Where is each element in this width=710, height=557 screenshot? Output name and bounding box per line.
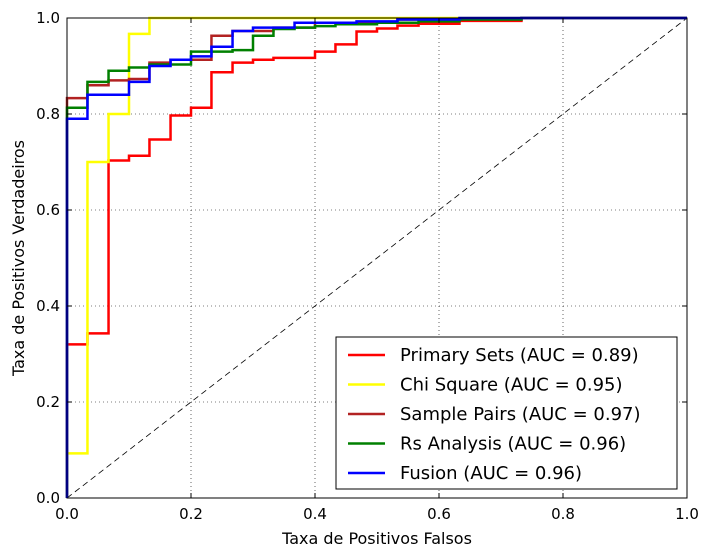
series-line-primary-sets <box>65 16 687 498</box>
x-tick-label: 0.4 <box>303 505 327 523</box>
plot-frame <box>66 17 688 499</box>
legend-label-fusion: Fusion (AUC = 0.96) <box>400 463 582 484</box>
series-line-chi-square <box>65 16 687 498</box>
y-tick-label: 0.0 <box>36 489 60 507</box>
x-tick-label: 0.0 <box>55 505 79 523</box>
x-axis-label: Taxa de Positivos Falsos <box>281 529 472 548</box>
x-tick-label: 0.8 <box>551 505 575 523</box>
x-tick-label: 0.6 <box>427 505 451 523</box>
legend-label-chi-square: Chi Square (AUC = 0.95) <box>400 375 623 396</box>
series-group <box>65 16 687 498</box>
x-tick-label: 1.0 <box>675 505 699 523</box>
y-tick-label: 0.4 <box>36 297 60 315</box>
legend-label-primary-sets: Primary Sets (AUC = 0.89) <box>400 345 639 366</box>
ticks: 0.0 0.2 0.4 0.6 0.8 1.0 0.0 0.2 0.4 0.6 0.8 1.0 <box>36 9 699 523</box>
y-tick-label: 1.0 <box>36 9 60 27</box>
legend-label-sample-pairs: Sample Pairs (AUC = 0.97) <box>400 404 641 425</box>
legend-label-rs-analysis: Rs Analysis (AUC = 0.96) <box>400 434 626 455</box>
x-tick-label: 0.2 <box>179 505 203 523</box>
y-tick-label: 0.2 <box>36 393 60 411</box>
y-tick-label: 0.6 <box>36 201 60 219</box>
diagonal-reference-line <box>66 17 688 499</box>
series-line-fusion <box>65 16 687 498</box>
y-tick-label: 0.8 <box>36 105 60 123</box>
series-line-rs-analysis <box>65 16 687 498</box>
legend: Primary Sets (AUC = 0.89) Chi Square (AUC… <box>335 336 678 490</box>
legend-box <box>335 336 678 490</box>
y-axis-label: Taxa de Positivos Verdadeiros <box>9 140 28 377</box>
